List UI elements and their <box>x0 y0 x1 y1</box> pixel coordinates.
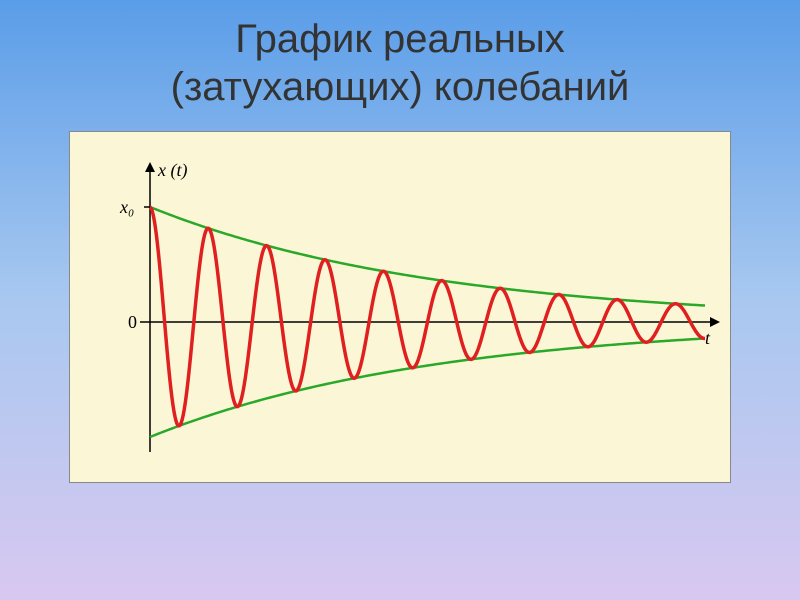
slide-title: График реальных (затухающих) колебаний <box>171 15 630 111</box>
x-axis-label: t <box>705 328 710 349</box>
x0-label: x₀ <box>120 197 134 218</box>
slide: График реальных (затухающих) колебаний x… <box>0 0 800 600</box>
chart-container: x (t) t 0 x₀ <box>69 131 731 483</box>
title-line-2: (затухающих) колебаний <box>171 65 630 109</box>
origin-label: 0 <box>128 312 137 333</box>
damped-oscillation-chart <box>70 132 730 482</box>
title-line-1: График реальных <box>235 17 565 61</box>
y-axis-label: x (t) <box>158 160 187 181</box>
